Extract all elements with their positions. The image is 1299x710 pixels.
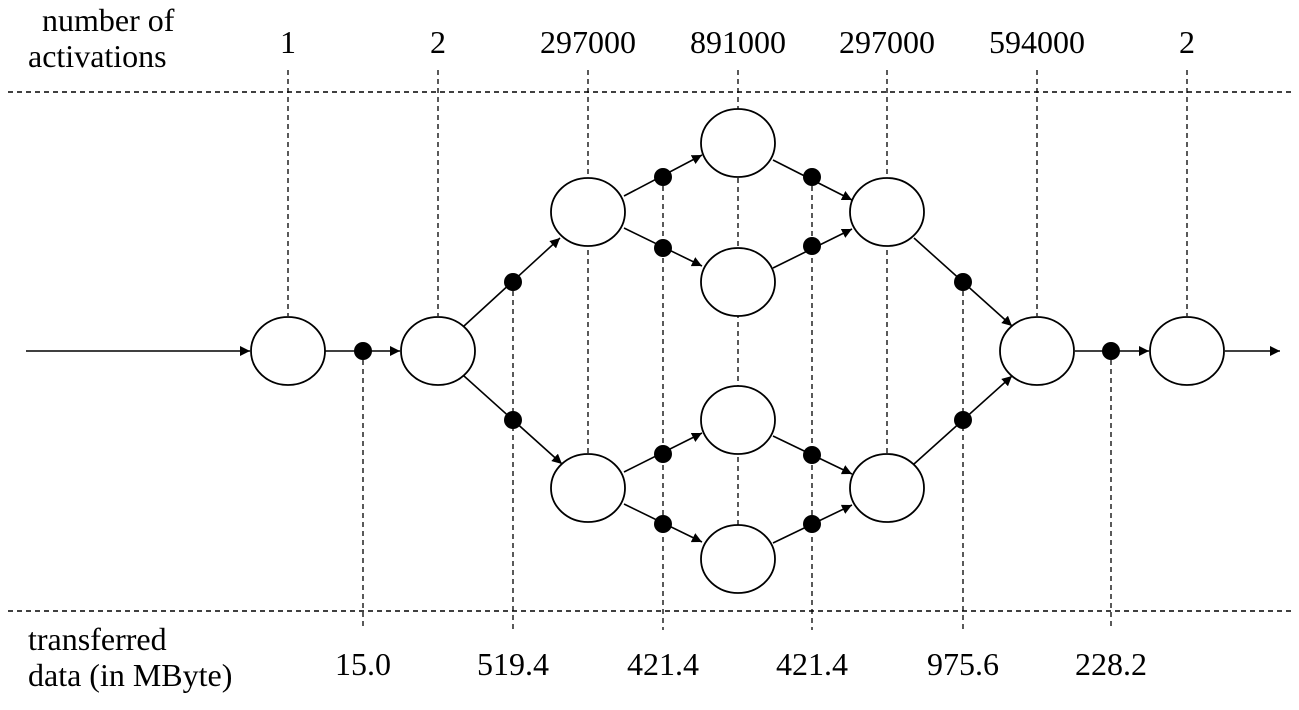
activation-count: 891000 (690, 24, 786, 60)
transferred-label-line2: data (in MByte) (28, 657, 233, 693)
transfer-value: 421.4 (627, 646, 699, 682)
process-nodes (250, 108, 1225, 594)
process-node (400, 316, 476, 386)
activation-count: 594000 (989, 24, 1085, 60)
transfer-dot (504, 411, 522, 429)
transfer-dot (803, 168, 821, 186)
process-node (700, 247, 776, 317)
transfer-value: 228.2 (1075, 646, 1147, 682)
activation-count: 1 (280, 24, 296, 60)
transfer-value: 519.4 (477, 646, 549, 682)
activations-label-line1: number of (42, 2, 175, 38)
transferred-data-label: transferred data (in MByte) (28, 621, 232, 693)
transfer-dot (803, 446, 821, 464)
transferred-label-line1: transferred (28, 621, 167, 657)
activations-label-line2: activations (28, 38, 167, 74)
activation-count: 2 (1179, 24, 1195, 60)
activations-label: number of activations (28, 2, 174, 74)
process-node (700, 108, 776, 178)
transfer-dot (803, 237, 821, 255)
activation-count: 2 (430, 24, 446, 60)
transfer-dot (803, 515, 821, 533)
process-node (700, 385, 776, 455)
transfer-dot (504, 273, 522, 291)
edges (26, 154, 1280, 544)
process-node (999, 316, 1075, 386)
transfer-dot (954, 273, 972, 291)
process-node (550, 177, 626, 247)
transfer-dot (654, 515, 672, 533)
activation-count: 297000 (540, 24, 636, 60)
transfer-value: 15.0 (335, 646, 391, 682)
transfer-dots (354, 168, 1120, 533)
transfer-dot (954, 411, 972, 429)
activation-count: 297000 (839, 24, 935, 60)
transfer-dot (354, 342, 372, 360)
transfer-dot (654, 239, 672, 257)
process-node (849, 177, 925, 247)
process-node (849, 453, 925, 523)
process-node (1149, 316, 1225, 386)
transfer-value: 975.6 (927, 646, 999, 682)
process-node (550, 453, 626, 523)
transfer-dot (654, 445, 672, 463)
process-node (250, 316, 326, 386)
transfer-dot (654, 168, 672, 186)
transfer-guides (362, 177, 1112, 630)
transfer-value: 421.4 (776, 646, 848, 682)
transfer-dot (1102, 342, 1120, 360)
process-node (700, 524, 776, 594)
